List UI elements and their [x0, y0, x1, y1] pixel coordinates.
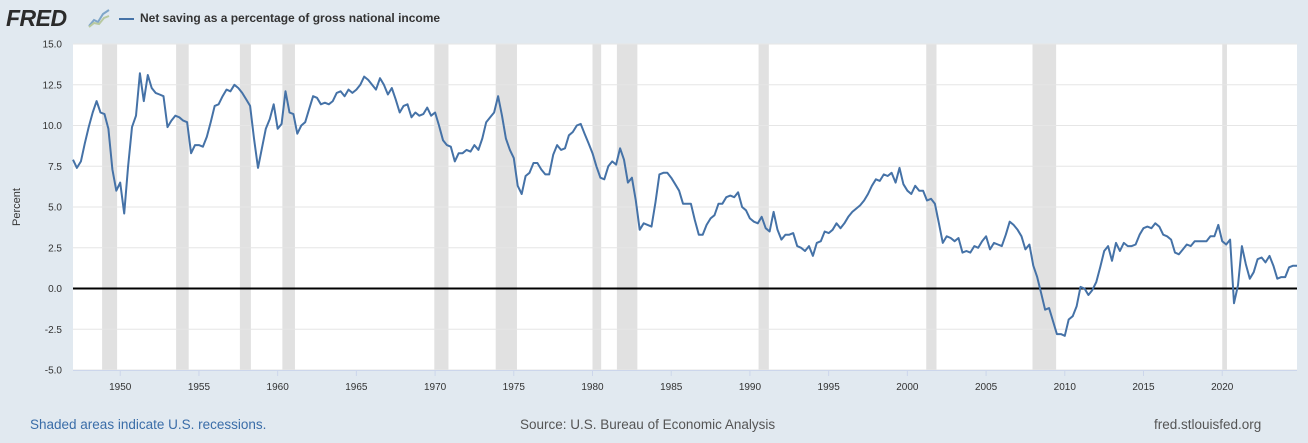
x-tick-label: 1980: [581, 382, 604, 393]
x-tick-label: 1995: [818, 382, 841, 393]
y-tick-label: -5.0: [45, 366, 63, 377]
x-tick-label: 2005: [975, 382, 998, 393]
legend-line-icon: [119, 17, 134, 20]
chart-header: FRED Net saving as a percentage of gross…: [0, 0, 1308, 40]
x-tick-label: 1985: [660, 382, 683, 393]
y-tick-label: 7.5: [48, 162, 62, 173]
x-tick-label: 1970: [424, 382, 447, 393]
x-tick-label: 2020: [1211, 382, 1234, 393]
x-tick-label: 1950: [109, 382, 132, 393]
y-tick-label: 10.0: [43, 121, 63, 132]
y-tick-label: -2.5: [45, 325, 63, 336]
y-axis-label: Percent: [11, 188, 23, 226]
x-tick-label: 1955: [188, 382, 211, 393]
x-tick-label: 1960: [267, 382, 290, 393]
recession-note: Shaded areas indicate U.S. recessions.: [30, 417, 267, 432]
legend-label: Net saving as a percentage of gross nati…: [140, 11, 441, 25]
site-link[interactable]: fred.stlouisfed.org: [1154, 417, 1262, 432]
fred-logo[interactable]: FRED: [6, 5, 67, 31]
trend-chart-icon: [88, 8, 110, 28]
x-tick-label: 1990: [739, 382, 762, 393]
x-tick-label: 2010: [1054, 382, 1077, 393]
x-tick-label: 1965: [345, 382, 368, 393]
y-axis-ticks: 15.0 12.5 10.0 7.5 5.0 2.5 0.0 -2.5 -5.0: [43, 40, 63, 377]
x-tick-label: 2000: [896, 382, 919, 393]
y-tick-label: 12.5: [43, 80, 63, 91]
y-tick-label: 5.0: [48, 203, 62, 214]
source-note: Source: U.S. Bureau of Economic Analysis: [520, 417, 776, 432]
x-tick-label: 2015: [1132, 382, 1155, 393]
x-tick-label: 1975: [503, 382, 526, 393]
series-line[interactable]: [72, 72, 1297, 337]
legend-item[interactable]: Net saving as a percentage of gross nati…: [119, 11, 440, 25]
y-tick-label: 0.0: [48, 284, 62, 295]
x-axis-ticks: 1950 1955 1960 1965 1970 1975 1980 1985 1990 1995…: [73, 370, 1297, 393]
y-tick-label: 2.5: [48, 243, 62, 254]
y-tick-label: 15.0: [43, 40, 63, 51]
